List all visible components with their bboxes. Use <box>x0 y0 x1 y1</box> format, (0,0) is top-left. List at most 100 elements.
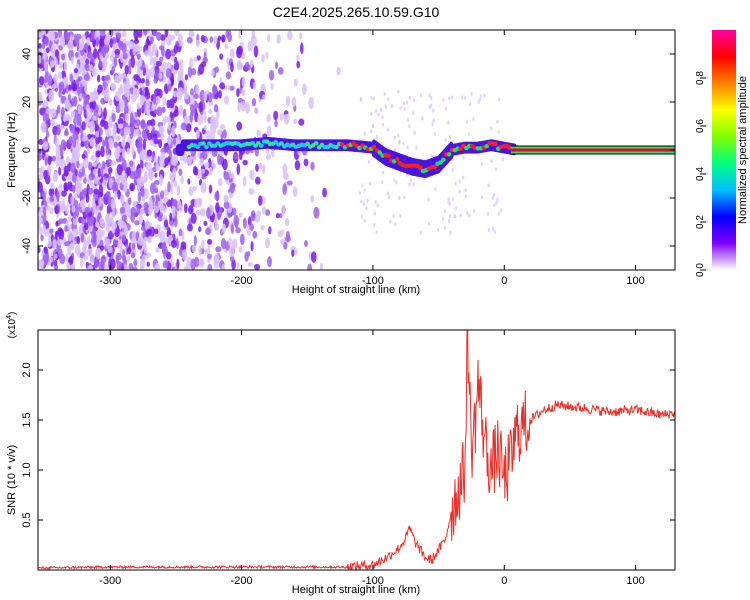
spectrogram-noise-cell <box>173 30 180 37</box>
spectrogram-noise-cell <box>94 136 100 145</box>
spectrogram-noise-cell <box>472 208 476 213</box>
spectrogram-noise-cell <box>99 229 106 237</box>
spectrogram-noise-cell <box>96 143 101 150</box>
spectrogram-x-tick-label: 100 <box>626 275 644 287</box>
spectrogram-noise-cell <box>218 89 222 99</box>
spectrogram-noise-cell <box>233 214 240 227</box>
spectrogram-noise-cell <box>126 255 131 262</box>
spectrogram-noise-cell <box>176 258 180 270</box>
spectrogram-noise-cell <box>200 61 207 68</box>
spectrogram-noise-cell <box>208 184 213 194</box>
spectrogram-noise-cell <box>136 102 141 110</box>
spectrogram-noise-cell <box>198 226 202 233</box>
spectrogram-noise-cell <box>183 265 189 270</box>
spectrogram-noise-cell <box>156 31 162 41</box>
spectrogram-noise-cell <box>140 119 146 130</box>
spectrogram-noise-cell <box>361 183 364 188</box>
spectrogram-noise-cell <box>186 36 193 44</box>
spectrogram-ridge-core <box>458 146 463 152</box>
spectrogram-noise-cell <box>51 83 56 90</box>
spectrogram-noise-cell <box>276 34 281 44</box>
spectrogram-noise-cell <box>387 195 391 200</box>
snr-x-label: Height of straight line (km) <box>292 584 420 596</box>
spectrogram-noise-cell <box>133 170 140 180</box>
spectrogram-noise-cell <box>236 163 241 176</box>
spectrogram-noise-cell <box>60 190 67 197</box>
spectrogram-noise-cell <box>189 57 194 69</box>
spectrogram-noise-cell <box>83 73 90 81</box>
spectrogram-noise-cell <box>83 177 87 184</box>
spectrogram-noise-cell <box>116 163 123 176</box>
spectrogram-noise-cell <box>377 112 380 117</box>
spectrogram-noise-cell <box>448 214 452 219</box>
spectrogram-noise-cell <box>67 180 73 188</box>
spectrogram-noise-cell <box>92 115 97 122</box>
spectrogram-noise-cell <box>380 180 384 185</box>
spectrogram-noise-cell <box>139 176 145 187</box>
spectrogram-noise-cell <box>144 105 149 115</box>
spectrogram-noise-cell <box>253 45 259 58</box>
spectrogram-noise-cell <box>81 121 86 131</box>
spectrogram-noise-cell <box>162 260 169 269</box>
spectrogram-noise-cell <box>319 262 323 270</box>
spectrogram-noise-cell <box>214 191 220 201</box>
spectrogram-noise-cell <box>85 104 90 112</box>
spectrogram-noise-cell <box>105 238 111 250</box>
spectrogram-noise-cell <box>188 186 194 197</box>
spectrogram-noise-cell <box>251 97 257 107</box>
snr-x-tick-label: -100 <box>362 575 384 587</box>
spectrogram-noise-cell <box>381 122 385 127</box>
spectrogram-noise-cell <box>138 214 144 225</box>
spectrogram-noise-cell <box>249 223 254 232</box>
spectrogram-noise-cell <box>207 253 212 260</box>
spectrogram-noise-cell <box>40 58 45 65</box>
spectrogram-noise-cell <box>250 58 254 68</box>
spectrogram-noise-cell <box>408 95 412 100</box>
spectrogram-x-tick-label: 0 <box>501 275 507 287</box>
spectrogram-noise-cell <box>178 168 183 177</box>
spectrogram-noise-cell <box>106 204 111 216</box>
spectrogram-noise-cell <box>64 224 68 232</box>
spectrogram-noise-cell <box>108 98 113 106</box>
spectrogram-noise-cell <box>487 228 491 233</box>
spectrogram-noise-cell <box>84 63 90 72</box>
spectrogram-noise-cell <box>260 225 265 231</box>
spectrogram-noise-cell <box>117 190 122 200</box>
spectrogram-noise-cell <box>145 123 149 132</box>
spectrogram-noise-cell <box>152 93 157 105</box>
spectrogram-noise-cell <box>162 96 167 106</box>
spectrogram-noise-cell <box>199 100 203 113</box>
spectrogram-noise-cell <box>229 48 235 58</box>
spectrogram-noise-cell <box>362 201 366 206</box>
spectrogram-ridge-core <box>432 164 437 170</box>
spectrogram-noise-cell <box>128 160 134 167</box>
spectrogram-noise-cell <box>151 126 155 134</box>
spectrogram-noise-cell <box>76 160 80 169</box>
spectrogram-noise-cell <box>74 245 81 256</box>
spectrogram-noise-cell <box>111 227 116 234</box>
spectrogram-noise-cell <box>154 263 161 270</box>
spectrogram-noise-cell <box>186 223 193 232</box>
spectrogram-noise-cell <box>136 205 141 216</box>
spectrogram-noise-cell <box>43 169 48 180</box>
spectrogram-noise-cell <box>248 188 255 195</box>
snr-x-tick-label: -300 <box>99 575 121 587</box>
spectrogram-noise-cell <box>169 98 175 109</box>
spectrogram-noise-cell <box>172 90 178 98</box>
spectrogram-noise-cell <box>120 173 126 185</box>
colorbar-gradient <box>712 30 736 270</box>
spectrogram-noise-cell <box>126 166 132 176</box>
snr-y-tick-label: 1.5 <box>21 412 33 427</box>
spectrogram-noise-cell <box>442 97 445 102</box>
spectrogram-noise-cell <box>46 130 50 138</box>
spectrogram-noise-cell <box>280 239 285 245</box>
spectrogram-noise-cell <box>126 147 130 154</box>
spectrogram-noise-cell <box>60 158 64 164</box>
colorbar-tick-label: 0.8 <box>695 71 706 85</box>
spectrogram-noise-cell <box>308 97 315 109</box>
spectrogram-noise-cell <box>165 68 172 79</box>
spectrogram-noise-cell <box>374 200 377 205</box>
spectrogram-noise-cell <box>130 252 136 259</box>
spectrogram-noise-cell <box>150 36 154 44</box>
